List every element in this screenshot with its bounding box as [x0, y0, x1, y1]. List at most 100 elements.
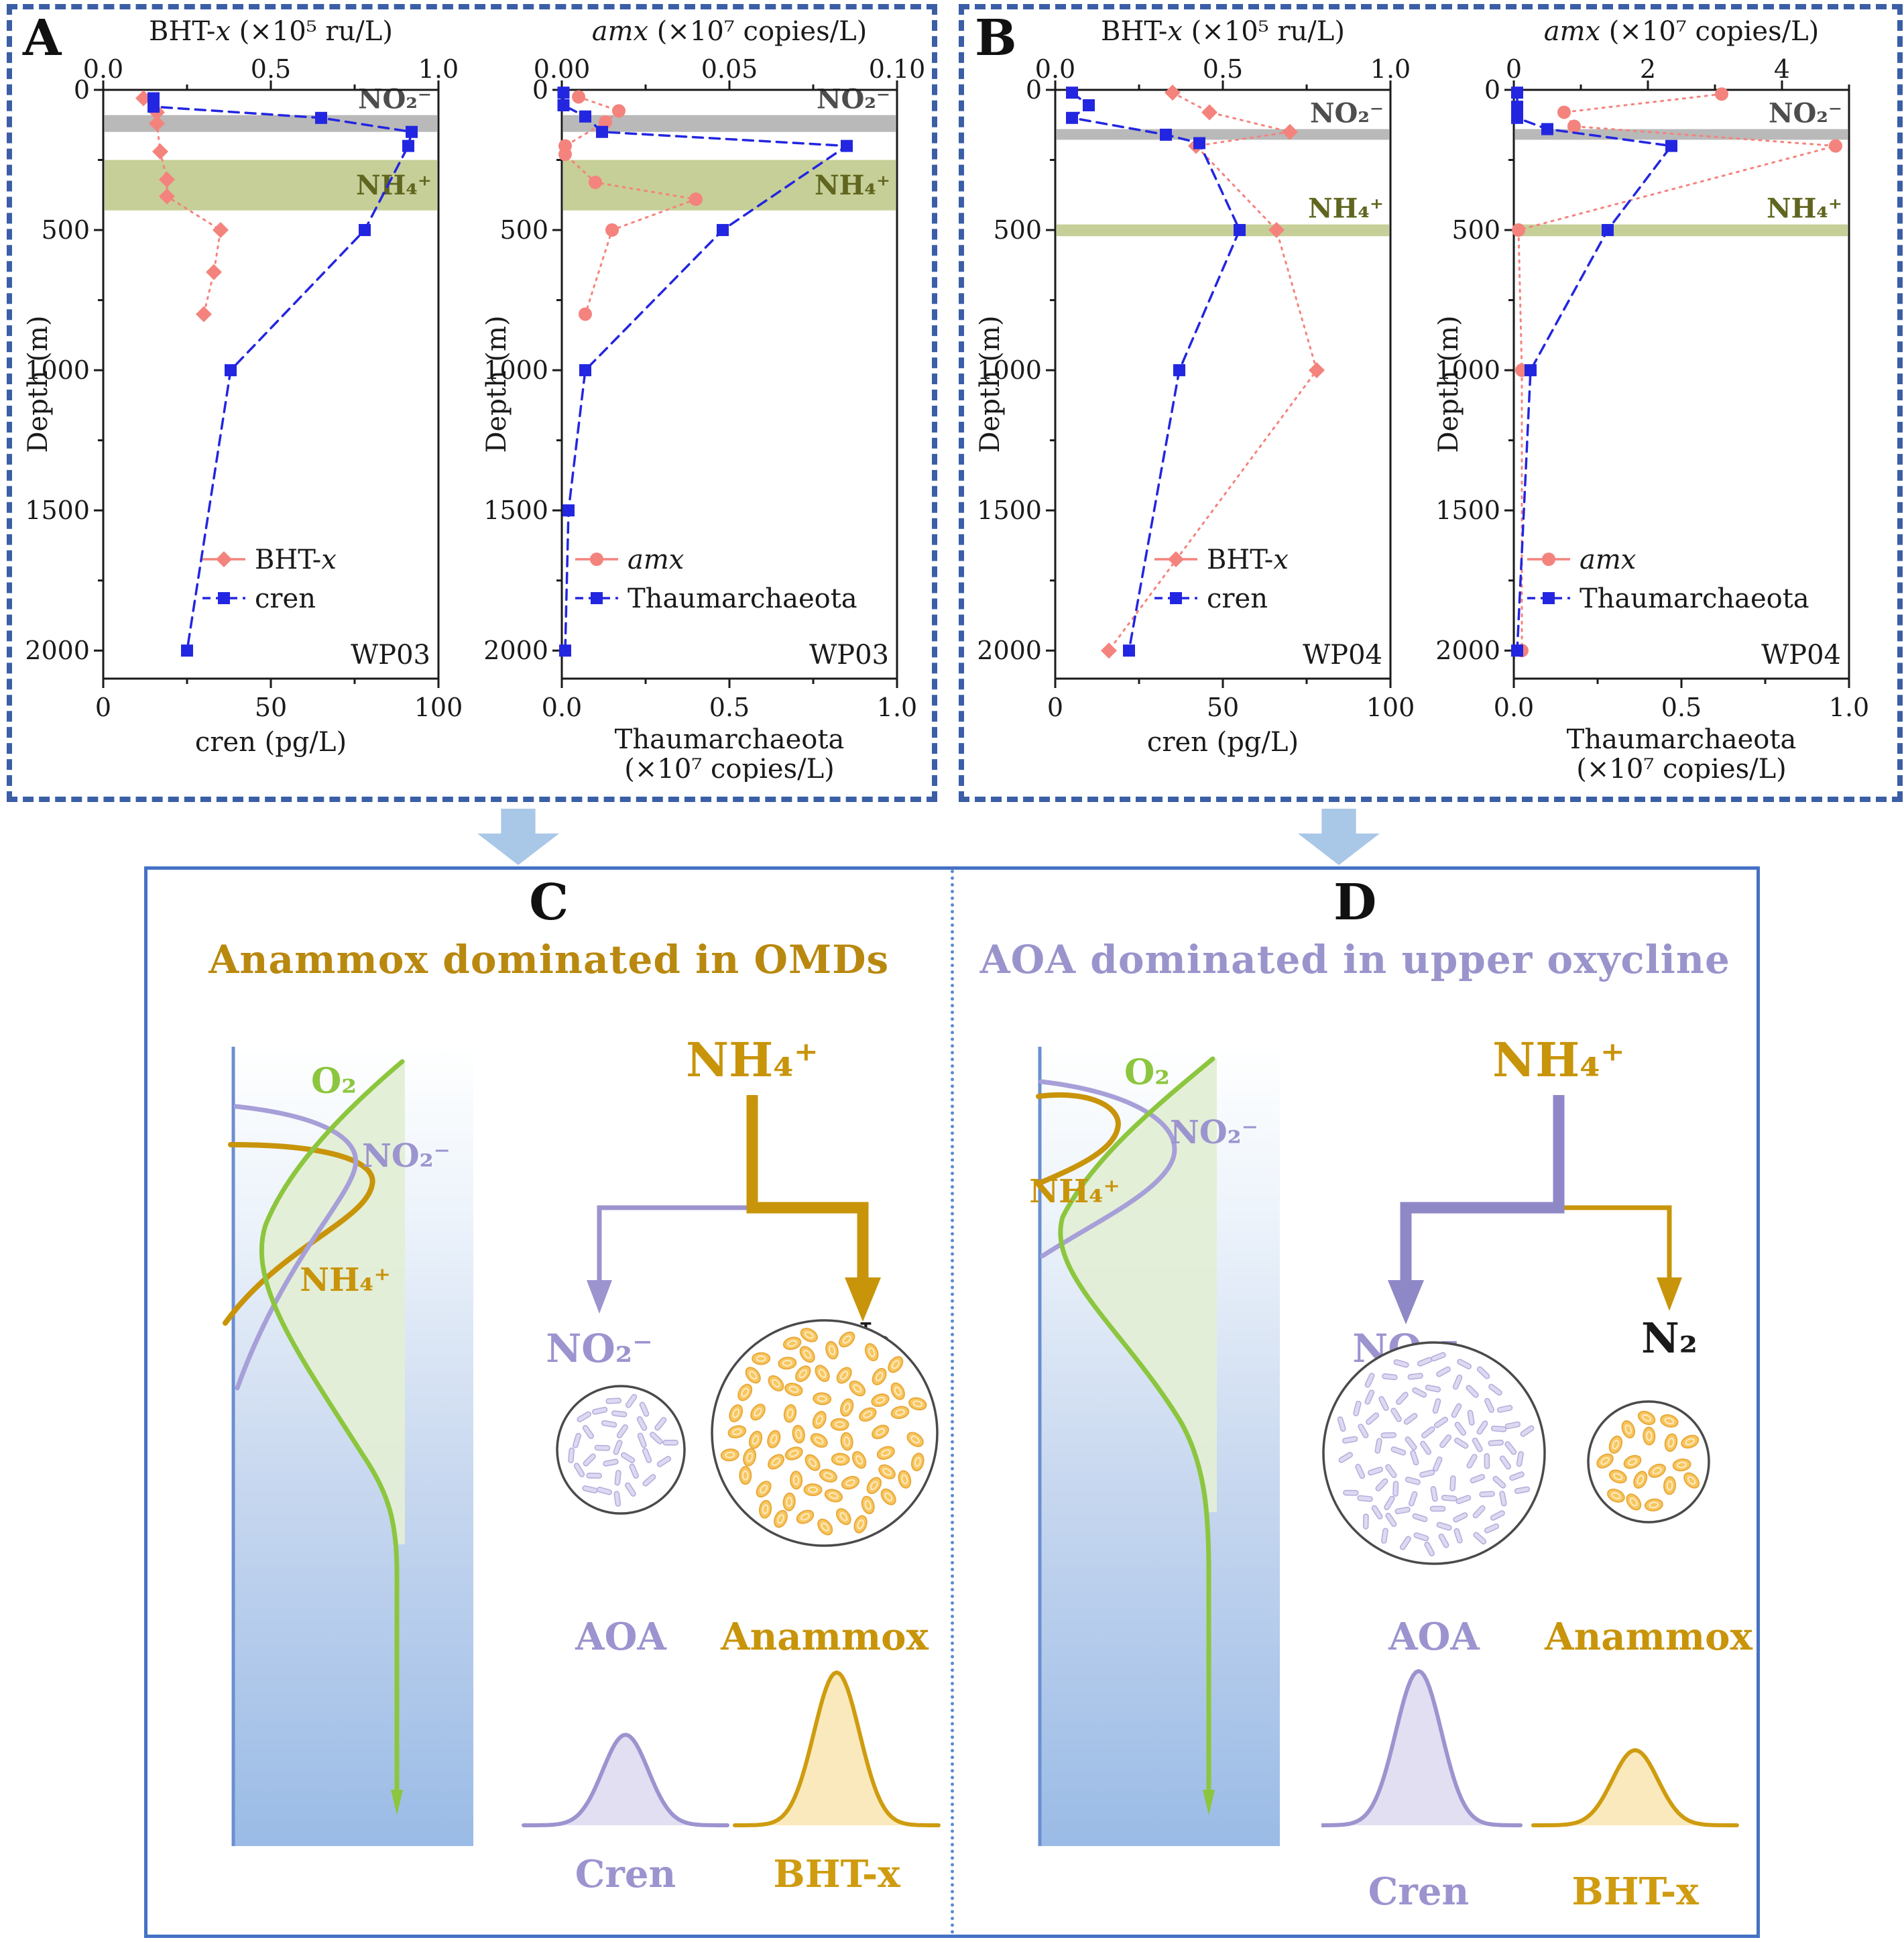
svg-text:BHT-x (×10⁵ ru/L): BHT-x (×10⁵ ru/L): [1101, 16, 1345, 47]
panel-d-label: D: [1333, 874, 1377, 931]
svg-text:1.0: 1.0: [1829, 693, 1869, 722]
svg-text:cren (pg/L): cren (pg/L): [1147, 727, 1299, 758]
svg-text:NH₄⁺: NH₄⁺: [356, 170, 432, 201]
svg-text:cren: cren: [255, 583, 316, 614]
svg-text:AOA: AOA: [575, 1615, 667, 1659]
svg-text:NH₄⁺: NH₄⁺: [1492, 1032, 1625, 1088]
svg-text:NO₂⁻: NO₂⁻: [817, 84, 890, 115]
svg-text:NH₄⁺: NH₄⁺: [1029, 1173, 1120, 1210]
svg-text:NO₂⁻: NO₂⁻: [1769, 98, 1842, 129]
svg-text:0.05: 0.05: [701, 54, 758, 84]
svg-text:cren: cren: [1207, 583, 1268, 614]
panel-b-label: B: [975, 9, 1017, 67]
svg-text:BHT-x (×10⁵ ru/L): BHT-x (×10⁵ ru/L): [149, 16, 393, 47]
svg-text:500: 500: [499, 215, 548, 245]
svg-text:0: 0: [1484, 75, 1500, 105]
svg-text:Anammox: Anammox: [1544, 1615, 1752, 1659]
svg-text:BHT-x: BHT-x: [1207, 545, 1289, 575]
svg-text:100: 100: [1366, 693, 1415, 722]
chart-wp03-amx-thaumarchaeota: NO₂⁻ NH₄⁺ 0.00 0.05 0.10 0.0 0.5 1.0 0 500 1000 150…: [481, 16, 924, 782]
svg-text:BHT-x: BHT-x: [1571, 1870, 1699, 1914]
svg-text:NO₂⁻: NO₂⁻: [1310, 98, 1384, 129]
svg-text:0.0: 0.0: [1035, 54, 1075, 84]
svg-text:BHT-x: BHT-x: [773, 1852, 900, 1896]
svg-text:NH₄⁺: NH₄⁺: [1308, 193, 1384, 225]
svg-text:Depth (m): Depth (m): [23, 315, 54, 453]
svg-text:Thaumarchaeota: Thaumarchaeota: [1580, 583, 1809, 614]
svg-text:NH₄⁺: NH₄⁺: [815, 170, 890, 201]
panel-c-label: C: [529, 874, 569, 931]
svg-text:2000: 2000: [1435, 636, 1500, 665]
svg-text:amx: amx: [1580, 545, 1636, 575]
svg-text:WP04: WP04: [1303, 640, 1382, 671]
svg-text:0.0: 0.0: [1494, 693, 1534, 722]
svg-text:Thaumarchaeota: Thaumarchaeota: [1567, 724, 1797, 755]
svg-text:NH₄⁺: NH₄⁺: [300, 1261, 391, 1299]
svg-text:Depth (m): Depth (m): [481, 315, 512, 453]
svg-text:1000: 1000: [977, 355, 1042, 385]
svg-text:O₂: O₂: [1124, 1052, 1169, 1093]
svg-text:cren (pg/L): cren (pg/L): [195, 727, 347, 758]
svg-text:0.5: 0.5: [251, 54, 291, 84]
svg-text:0.0: 0.0: [542, 693, 582, 722]
svg-text:1000: 1000: [1435, 355, 1500, 385]
svg-text:NO₂⁻: NO₂⁻: [1169, 1114, 1258, 1151]
biomarker-peaks-d: Cren BHT-x: [1321, 1669, 1739, 1914]
svg-text:0.10: 0.10: [869, 54, 924, 84]
microbe-abundance-circles-d: AOA Anammox: [1321, 1341, 1752, 1659]
panel-d: D AOA dominated in upper oxycline O₂ NO₂⁻…: [950, 870, 1757, 1935]
svg-text:2000: 2000: [25, 636, 90, 665]
svg-text:500: 500: [41, 215, 90, 245]
svg-text:4: 4: [1774, 54, 1790, 84]
svg-text:Thaumarchaeota: Thaumarchaeota: [628, 583, 857, 614]
svg-text:(×10⁷ copies/L): (×10⁷ copies/L): [1576, 754, 1787, 782]
panel-c-title: Anammox dominated in OMDs: [209, 937, 890, 982]
svg-text:100: 100: [414, 693, 463, 722]
svg-text:0: 0: [74, 75, 90, 105]
down-arrow-a-to-c-icon: [477, 809, 559, 865]
svg-text:NO₂⁻: NO₂⁻: [546, 1326, 653, 1371]
svg-text:500: 500: [993, 215, 1042, 245]
panel-c: C Anammox dominated in OMDs O₂ NO₂⁻ NH₄⁺ N…: [147, 870, 951, 1935]
svg-text:0: 0: [1506, 54, 1522, 84]
chart-wp03-bhtx-cren: NO₂⁻NH₄⁺0.0 0.5 1.00 50 1000500100015002000B…: [23, 16, 463, 758]
svg-text:BHT-x: BHT-x: [255, 545, 337, 575]
svg-text:amx (×10⁷ copies/L): amx (×10⁷ copies/L): [592, 16, 868, 47]
svg-text:WP04: WP04: [1761, 640, 1841, 671]
svg-text:2000: 2000: [483, 636, 548, 665]
svg-text:50: 50: [255, 693, 287, 722]
microbe-abundance-circles-c: AOA Anammox: [556, 1319, 939, 1659]
svg-text:Cren: Cren: [575, 1852, 676, 1896]
svg-text:Anammox: Anammox: [720, 1615, 929, 1659]
svg-text:1500: 1500: [25, 496, 90, 525]
panel-b: B NO₂⁻ NH₄⁺ 0.0 0.5 1.0 0 50 100 0 500 1000 1500 200…: [959, 4, 1903, 802]
svg-text:NH₄⁺: NH₄⁺: [686, 1032, 819, 1088]
svg-text:50: 50: [1207, 693, 1239, 722]
svg-text:O₂: O₂: [311, 1061, 357, 1102]
panel-a: A NO₂⁻ NH₄⁺ 0.0 0.5 1.0 0 50 100 0 500 1000 1500 200…: [7, 4, 937, 802]
svg-text:Thaumarchaeota: Thaumarchaeota: [615, 724, 845, 755]
svg-text:0: 0: [532, 75, 548, 105]
panel-a-label: A: [23, 9, 62, 67]
svg-text:500: 500: [1451, 215, 1500, 245]
down-arrow-b-to-d-icon: [1298, 809, 1380, 865]
biomarker-peaks-c: Cren BHT-x: [522, 1670, 941, 1896]
svg-text:Depth (m): Depth (m): [975, 315, 1006, 453]
svg-text:NO₂⁻: NO₂⁻: [362, 1137, 451, 1175]
svg-text:NH₄⁺: NH₄⁺: [1767, 193, 1842, 225]
svg-text:NO₂⁻: NO₂⁻: [358, 84, 432, 115]
svg-text:1500: 1500: [483, 496, 548, 525]
svg-text:AOA: AOA: [1388, 1615, 1480, 1659]
svg-text:WP03: WP03: [351, 640, 430, 671]
panel-cd-container: C Anammox dominated in OMDs O₂ NO₂⁻ NH₄⁺ N…: [144, 866, 1760, 1938]
svg-text:(×10⁷ copies/L): (×10⁷ copies/L): [624, 754, 835, 782]
svg-text:0.5: 0.5: [709, 693, 750, 722]
svg-text:0.5: 0.5: [1203, 54, 1243, 84]
svg-text:0.5: 0.5: [1661, 693, 1702, 722]
svg-text:1000: 1000: [25, 355, 90, 385]
svg-text:0.00: 0.00: [534, 54, 591, 84]
svg-text:0: 0: [1047, 693, 1063, 722]
chart-wp04-bhtx-cren: NO₂⁻NH₄⁺0.0 0.5 1.00 50 1000500100015002000B…: [975, 16, 1415, 758]
chart-wp04-amx-thaumarchaeota: NO₂⁻ NH₄⁺ 0 2 4 0.0 0.5 1.0 0 500 1000 1500 2000 amx …: [1433, 16, 1869, 782]
